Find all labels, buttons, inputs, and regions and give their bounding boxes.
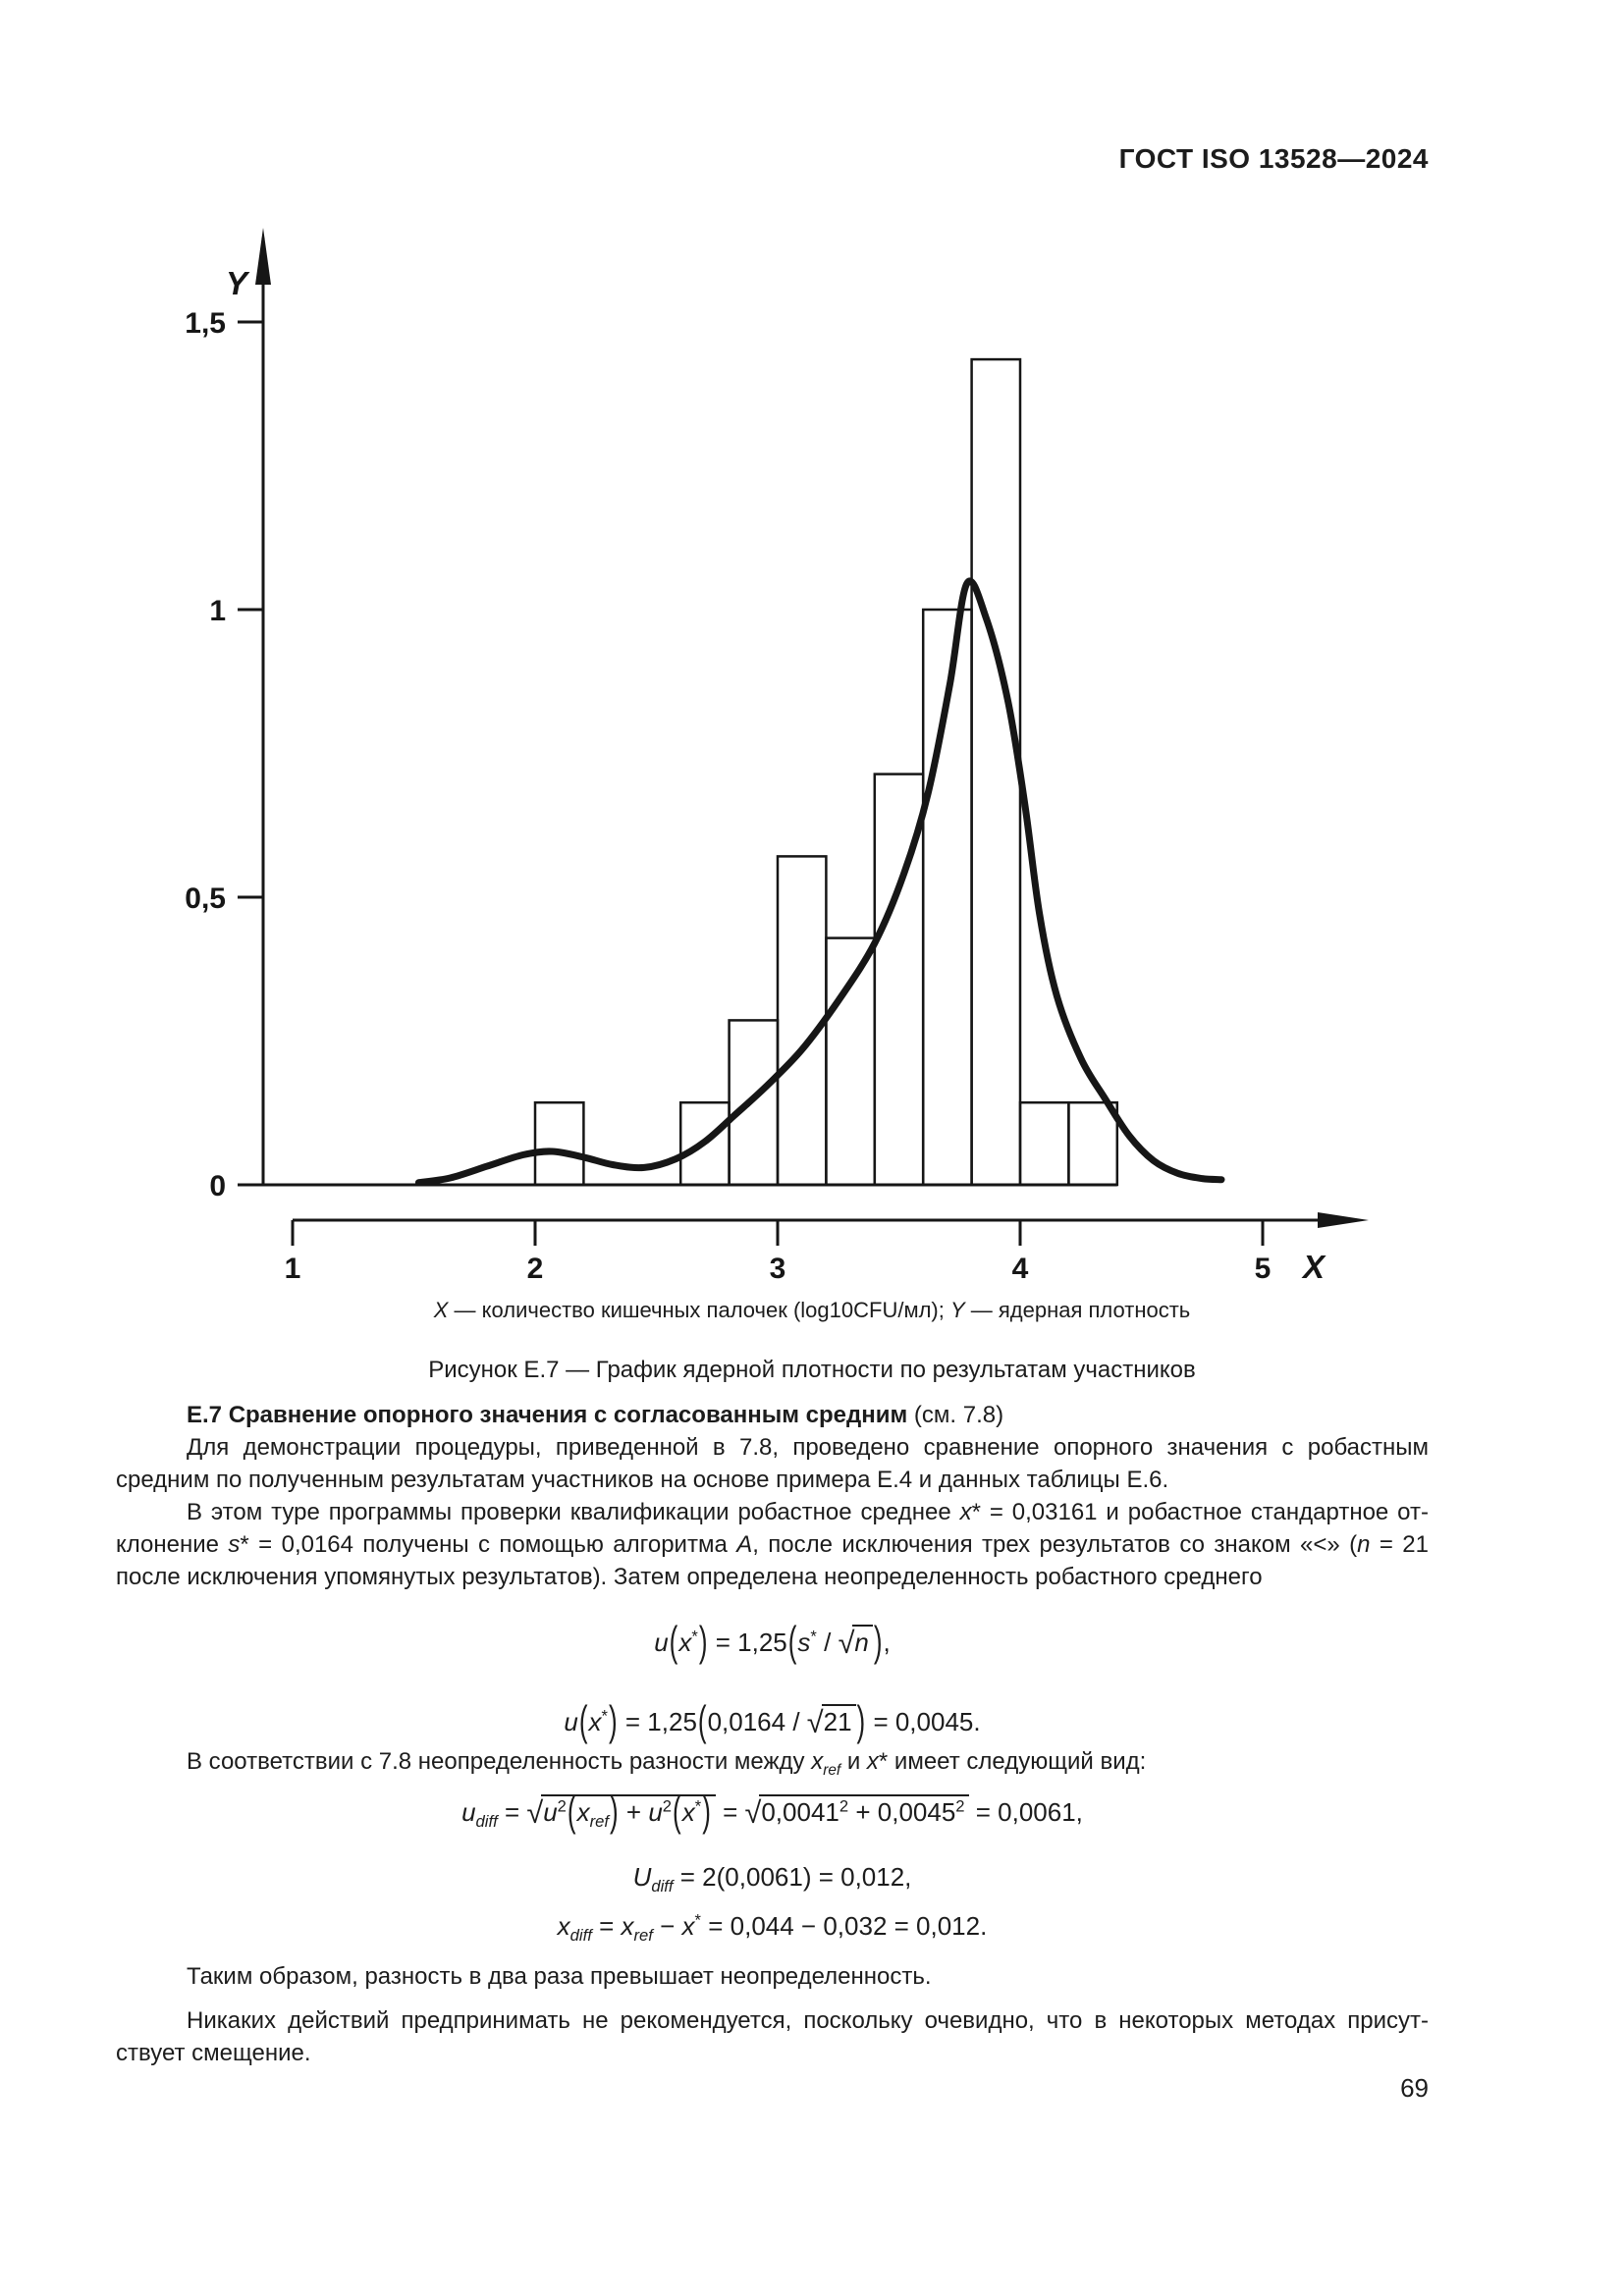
text-line: В этом туре программы проверки квалифика… [187,1499,1429,1525]
histogram-bar [776,855,828,1187]
text-line: после исключения упомянутых результатов)… [116,1564,1263,1590]
y-axis-label: Y [226,265,250,301]
page-number: 69 [1400,2073,1429,2103]
formula-u-diff: udiff = √u2(xref) + u2(x*) = √0,00412 + … [461,1786,1083,1836]
figure-e7: Y 0 0,5 1 1,5 1 2 3 4 5 X X — количество кишечных … [0,224,1624,1386]
y-tick-label: 1 [209,595,226,627]
histogram-bar [825,936,877,1187]
standard-number: ГОСТ ISO 13528—2024 [1118,143,1429,174]
x-tick-label: 4 [1012,1253,1029,1284]
kde-curve [414,577,1225,1187]
paragraph-conclusion: Таким образом, разность в два раза превы… [116,1960,1429,1993]
text-line: В соответствии с 7.8 неопределенность ра… [187,1748,1147,1779]
histogram-bar [1018,1100,1070,1187]
text-line: ствует смещение. [116,2040,311,2066]
figure-captions: X — количество кишечных палочек (log10CF… [0,1296,1624,1386]
paragraph-round: В этом туре программы проверки квалифика… [116,1496,1429,1593]
text-line: средним по полученным результатам участн… [116,1467,1169,1493]
formula-x-diff: xdiff = xref − x* = 0,044 − 0,032 = 0,01… [557,1910,988,1946]
formula-U-diff: Udiff = 2(0,0061) = 0,012, [632,1862,912,1896]
text-line: Для демонстрации процедуры, приведенной … [187,1434,1429,1461]
x-tick-label: 1 [285,1253,301,1284]
section-e7: Е.7 Сравнение опорного значения с соглас… [116,1400,1429,2069]
text-line: клонение s* = 0,0164 получены с помощью … [116,1531,1430,1558]
y-axis-arrow-icon [255,228,271,285]
section-heading: Е.7 Сравнение опорного значения с соглас… [116,1400,1429,1431]
paragraph-demo: Для демонстрации процедуры, приведенной … [116,1431,1429,1496]
histogram-bar [970,357,1022,1187]
figure-axis-legend: X — количество кишечных палочек (log10CF… [433,1298,1191,1322]
y-tick-label: 1,5 [185,307,226,340]
histogram-bar [533,1100,585,1187]
figure-caption: Рисунок Е.7 — График ядерной плотности п… [428,1357,1196,1383]
x-axis-arrow-icon [1318,1212,1369,1228]
paragraph-recommendation: Никаких действий предпринимать не рекоме… [116,2004,1429,2069]
x-tick-label: 3 [770,1253,786,1284]
x-tick-label: 2 [527,1253,544,1284]
section-heading-bold: Е.7 Сравнение опорного значения с соглас… [187,1402,908,1428]
text-line: Таким образом, разность в два раза превы… [187,1963,932,1990]
document-header: ГОСТ ISO 13528—2024 [116,143,1429,175]
histogram-bar [1067,1100,1119,1187]
formula-u-x-symbolic: u(x*) = 1,25(s* / √n), [654,1616,891,1666]
formula-u-x-numeric: u(x*) = 1,25(0,0164 / √21) = 0,0045. [564,1695,981,1745]
text-line: Никаких действий предпринимать не рекоме… [187,2007,1429,2034]
x-axis-label: X [1301,1249,1326,1284]
x-tick-label: 5 [1255,1253,1272,1284]
kernel-density-chart: Y 0 0,5 1 1,5 1 2 3 4 5 X [185,228,1369,1284]
section-heading-ref: (см. 7.8) [907,1402,1004,1428]
paragraph-uncertainty: В соответствии с 7.8 неопределенность ра… [116,1745,1429,1778]
y-tick-label: 0,5 [185,882,226,915]
y-tick-label: 0 [209,1170,226,1202]
